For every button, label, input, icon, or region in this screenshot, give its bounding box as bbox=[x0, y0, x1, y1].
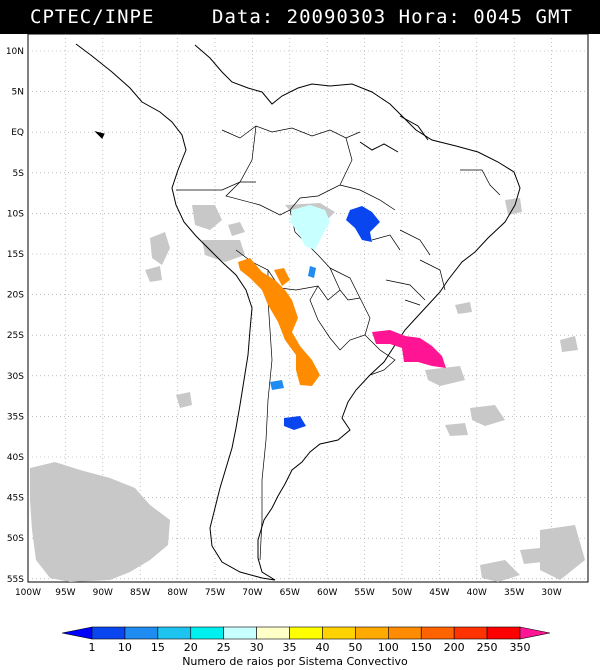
colorbar-swatch bbox=[519, 626, 551, 640]
lon-label: 70W bbox=[242, 588, 262, 598]
colorbar-swatch bbox=[61, 626, 93, 640]
lat-label: 15S bbox=[7, 250, 24, 260]
system-orange-1 bbox=[238, 258, 320, 386]
latitude-labels: 10N 5N EQ 5S 10S 15S 20S 25S 30S 35S 40S 45S 50S 55S bbox=[6, 47, 24, 585]
lon-label: 90W bbox=[93, 588, 113, 598]
colorbar-swatch bbox=[322, 626, 356, 640]
colorbar-label: 1 bbox=[89, 641, 96, 654]
system-light-cyan bbox=[290, 205, 330, 250]
colorbar-label: 30 bbox=[250, 641, 264, 654]
colorbar-swatch bbox=[355, 626, 389, 640]
lat-label: 10N bbox=[6, 47, 24, 57]
colorbar-label: 40 bbox=[315, 641, 329, 654]
colorbar-label: 15 bbox=[151, 641, 165, 654]
system-orange-2 bbox=[274, 268, 290, 286]
system-blue-2 bbox=[308, 266, 316, 278]
lat-label: EQ bbox=[11, 128, 24, 138]
colorbar-label: 50 bbox=[348, 641, 362, 654]
colorbar-label: 250 bbox=[477, 641, 498, 654]
lon-label: 65W bbox=[280, 588, 300, 598]
cloud-cover bbox=[30, 198, 585, 582]
lat-label: 10S bbox=[7, 209, 24, 219]
colorbar: 1 10 15 20 25 30 35 40 50 100 150 200 250 350 bbox=[61, 626, 551, 654]
country-borders bbox=[176, 125, 501, 561]
colorbar-swatch bbox=[388, 626, 422, 640]
lon-label: 40W bbox=[467, 588, 487, 598]
colorbar-swatch bbox=[124, 626, 159, 640]
colorbar-swatch bbox=[453, 626, 488, 640]
lon-label: 35W bbox=[504, 588, 524, 598]
system-blue-1 bbox=[346, 206, 380, 242]
colorbar-swatch bbox=[190, 626, 224, 640]
lon-label: 100W bbox=[15, 588, 41, 598]
lon-label: 30W bbox=[541, 588, 561, 598]
colorbar-swatch bbox=[91, 626, 126, 640]
colorbar-caption: Numero de raios por Sistema Convectivo bbox=[182, 655, 408, 668]
lat-label: 40S bbox=[7, 453, 24, 463]
lat-label: 50S bbox=[7, 534, 24, 544]
colorbar-swatch bbox=[157, 626, 192, 640]
lon-label: 55W bbox=[354, 588, 374, 598]
lat-label: 45S bbox=[7, 494, 24, 504]
lon-label: 45W bbox=[429, 588, 449, 598]
colorbar-label: 100 bbox=[378, 641, 399, 654]
agency-label: CPTEC/INPE bbox=[30, 6, 155, 28]
lon-label: 95W bbox=[55, 588, 75, 598]
colorbar-label: 25 bbox=[217, 641, 231, 654]
lon-label: 75W bbox=[205, 588, 225, 598]
lon-label: 60W bbox=[317, 588, 337, 598]
colorbar-label: 200 bbox=[444, 641, 465, 654]
lon-label: 85W bbox=[130, 588, 150, 598]
title-bar: CPTEC/INPE Data: 20090303 Hora: 0045 GMT bbox=[0, 0, 600, 34]
lat-label: 25S bbox=[7, 331, 24, 341]
lat-label: 5N bbox=[12, 88, 24, 98]
lat-label: 20S bbox=[7, 291, 24, 301]
lightning-systems bbox=[238, 205, 446, 430]
longitude-labels: 100W 95W 90W 85W 80W 75W 70W 65W 60W 55W 50W 45W 40W… bbox=[15, 588, 562, 598]
lat-label: 30S bbox=[7, 372, 24, 382]
system-blue-3 bbox=[270, 380, 284, 390]
colorbar-swatch bbox=[420, 626, 455, 640]
colorbar-label: 20 bbox=[184, 641, 198, 654]
system-blue-4 bbox=[284, 416, 306, 430]
date-time-label: Data: 20090303 Hora: 0045 GMT bbox=[212, 6, 573, 28]
lat-label: 55S bbox=[7, 575, 24, 585]
lon-label: 50W bbox=[392, 588, 412, 598]
colorbar-swatch bbox=[223, 626, 257, 640]
colorbar-label: 350 bbox=[510, 641, 531, 654]
colorbar-label: 150 bbox=[411, 641, 432, 654]
colorbar-swatch bbox=[256, 626, 290, 640]
colorbar-label: 35 bbox=[283, 641, 297, 654]
lon-label: 80W bbox=[167, 588, 187, 598]
lat-label: 5S bbox=[13, 169, 25, 179]
colorbar-label: 10 bbox=[118, 641, 132, 654]
system-pink bbox=[372, 330, 446, 368]
lat-label: 35S bbox=[7, 412, 24, 422]
colorbar-swatch bbox=[289, 626, 323, 640]
coastlines bbox=[75, 43, 521, 581]
colorbar-swatch bbox=[486, 626, 521, 640]
